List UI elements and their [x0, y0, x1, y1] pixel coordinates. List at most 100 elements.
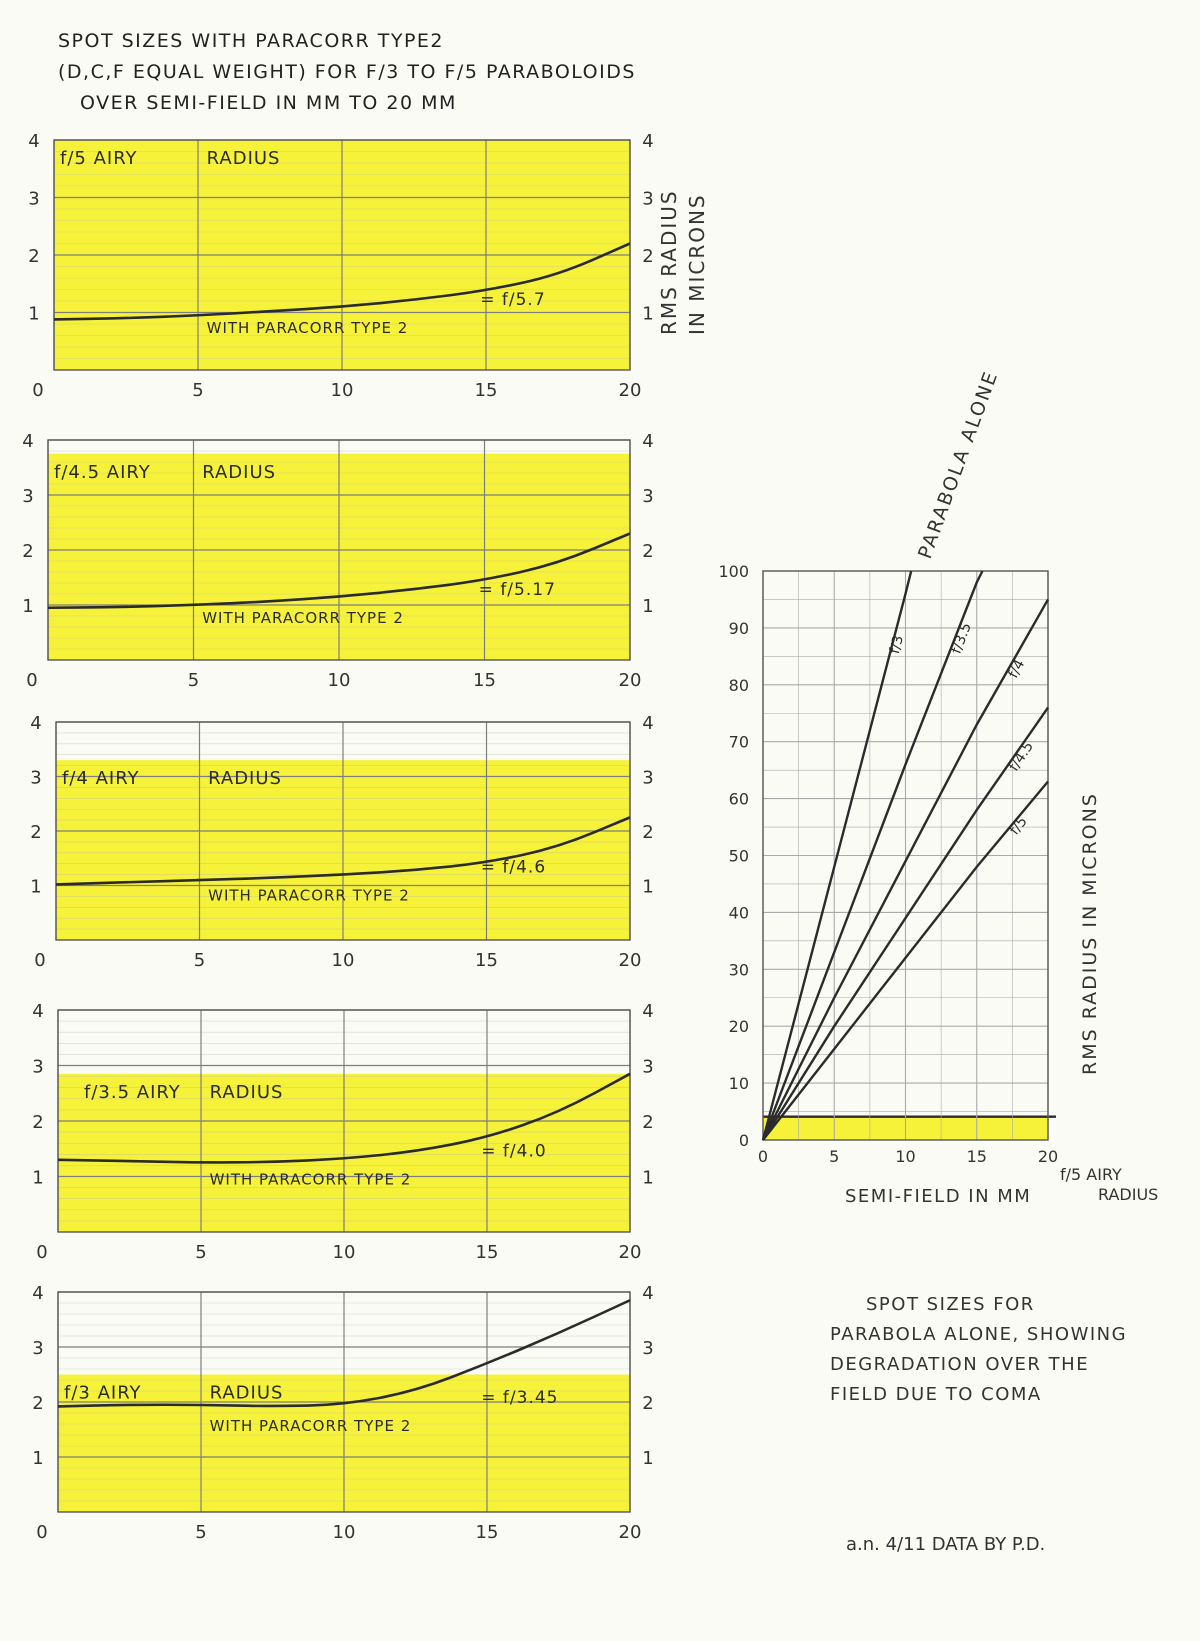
y-tick-label: 70 — [729, 733, 749, 752]
y-tick-label-right: 2 — [642, 246, 653, 267]
y-tick-label-right: 2 — [642, 1393, 653, 1414]
x-tick-label: 10 — [331, 380, 354, 401]
parabola-caption: SPOT SIZES FOR PARABOLA ALONE, SHOWING D… — [830, 1290, 1127, 1410]
paracorr-series-line — [57, 1299, 631, 1408]
x-tick-label: 0 — [32, 380, 43, 401]
x-tick-label: 0 — [36, 1242, 47, 1263]
paracorr-series-line — [53, 242, 631, 321]
x-tick-label: 10 — [333, 1522, 356, 1543]
caption-line-3: DEGRADATION OVER THE — [830, 1354, 1090, 1375]
x-tick-label: 5 — [192, 380, 203, 401]
y-tick-label-left: 2 — [32, 1112, 43, 1133]
airy-label-radius: RADIUS — [1098, 1185, 1158, 1204]
focal-ratio-annotation: = f/3.45 — [481, 1388, 558, 1408]
y-tick-label-right: 2 — [642, 541, 653, 562]
y-tick-label: 10 — [729, 1074, 749, 1093]
x-axis-label: SEMI-FIELD IN MM — [845, 1186, 1031, 1207]
series-label: f/4 — [1005, 657, 1028, 681]
airy-label-radius: RADIUS — [207, 148, 281, 169]
x-tick-label: 5 — [195, 1242, 206, 1263]
airy-label-radius: RADIUS — [202, 462, 276, 483]
y-tick-label-left: 1 — [32, 1168, 43, 1189]
y-tick-label-left: 1 — [28, 304, 39, 325]
y-tick-label-left: 2 — [32, 1393, 43, 1414]
airy-label: f/4 AIRY — [62, 768, 140, 789]
y-tick-label: 60 — [729, 790, 749, 809]
y-tick-label-left: 2 — [28, 246, 39, 267]
series-label: WITH PARACORR TYPE 2 — [202, 609, 404, 627]
y-tick-label-right: 3 — [642, 768, 653, 789]
series-label: WITH PARACORR TYPE 2 — [208, 887, 410, 905]
y-tick-label-right: 2 — [642, 1112, 653, 1133]
parabola-series-line — [761, 570, 913, 1141]
series-label: WITH PARACORR TYPE 2 — [210, 1417, 412, 1435]
y-tick-label-left: 3 — [22, 486, 33, 507]
y-tick-label-left: 3 — [30, 768, 41, 789]
curve-title: PARABOLA ALONE — [914, 368, 1003, 562]
y-tick-label-left: 4 — [32, 1001, 43, 1022]
y-tick-label: 80 — [729, 676, 749, 695]
x-tick-label: 5 — [194, 950, 205, 971]
y-tick-label-right: 1 — [642, 877, 653, 898]
y-tick-label-left: 2 — [30, 822, 41, 843]
series-label: WITH PARACORR TYPE 2 — [207, 319, 409, 337]
airy-label-radius: RADIUS — [210, 1082, 284, 1103]
title-line-3: OVER SEMI-FIELD IN MM TO 20 MM — [80, 92, 457, 114]
x-tick-label: 0 — [34, 950, 45, 971]
caption-line-4: FIELD DUE TO COMA — [830, 1384, 1042, 1405]
x-tick-label: 15 — [476, 1242, 499, 1263]
title-line-2: (D,C,F EQUAL WEIGHT) FOR f/3 TO f/5 PARA… — [58, 61, 636, 83]
y-tick-label-right: 4 — [642, 431, 653, 452]
y-tick-label: 30 — [729, 960, 749, 979]
y-tick-label-left: 4 — [22, 431, 33, 452]
x-tick-label: 0 — [26, 670, 37, 691]
y-tick-label-right: 4 — [642, 713, 653, 734]
caption-line-1: SPOT SIZES FOR — [866, 1294, 1035, 1315]
x-tick-label: 15 — [473, 670, 496, 691]
x-tick-label: 5 — [195, 1522, 206, 1543]
focal-ratio-annotation: = f/5.7 — [480, 290, 545, 310]
x-tick-label: 20 — [619, 670, 642, 691]
y-tick-label-right: 1 — [642, 1168, 653, 1189]
y-tick-label-right: 4 — [642, 131, 653, 152]
caption-line-2: PARABOLA ALONE, SHOWING — [830, 1324, 1128, 1345]
focal-ratio-annotation: = f/4.0 — [481, 1142, 546, 1162]
y-tick-label-right: 1 — [642, 304, 653, 325]
y-tick-label-left: 3 — [32, 1057, 43, 1078]
x-tick-label: 20 — [1038, 1147, 1058, 1166]
y-tick-label-left: 2 — [22, 541, 33, 562]
y-tick-label-right: 4 — [642, 1283, 653, 1304]
series-label: f/5 — [1007, 814, 1031, 838]
y-tick-label-right: 1 — [642, 596, 653, 617]
series-label: WITH PARACORR TYPE 2 — [210, 1171, 412, 1189]
y-axis-label: RMS RADIUS IN MICRONS — [1079, 792, 1101, 1075]
y-tick-label: 50 — [729, 847, 749, 866]
paracorr-series-line — [57, 1072, 631, 1164]
y-tick-label-right: 3 — [642, 1338, 653, 1359]
x-tick-label: 0 — [758, 1147, 768, 1166]
parabola-series-line — [761, 570, 984, 1141]
y-tick-label-left: 4 — [28, 131, 39, 152]
series-label: f/3 — [887, 634, 907, 656]
focal-ratio-annotation: = f/4.6 — [481, 858, 546, 878]
y-tick-label-left: 1 — [30, 877, 41, 898]
page-title: SPOT SIZES WITH PARACORR TYPE2 (D,C,F EQ… — [58, 26, 636, 119]
y-tick-label-right: 2 — [642, 822, 653, 843]
y-tick-label-left: 3 — [28, 189, 39, 210]
y-tick-label: 40 — [729, 903, 749, 922]
panel-frame — [47, 439, 631, 661]
parabola-series-line — [761, 706, 1049, 1141]
x-tick-label: 10 — [328, 670, 351, 691]
y-tick-label-right: 3 — [642, 486, 653, 507]
y-tick-label: 20 — [729, 1017, 749, 1036]
title-line-1: SPOT SIZES WITH PARACORR TYPE2 — [58, 30, 444, 52]
x-tick-label: 20 — [619, 950, 642, 971]
x-tick-label: 10 — [333, 1242, 356, 1263]
x-tick-label: 5 — [829, 1147, 839, 1166]
y-tick-label-left: 1 — [22, 596, 33, 617]
y-tick-label-left: 4 — [32, 1283, 43, 1304]
y-tick-label-left: 1 — [32, 1448, 43, 1469]
focal-ratio-annotation: = f/5.17 — [479, 580, 556, 600]
parabola-series-line — [762, 780, 1049, 1141]
